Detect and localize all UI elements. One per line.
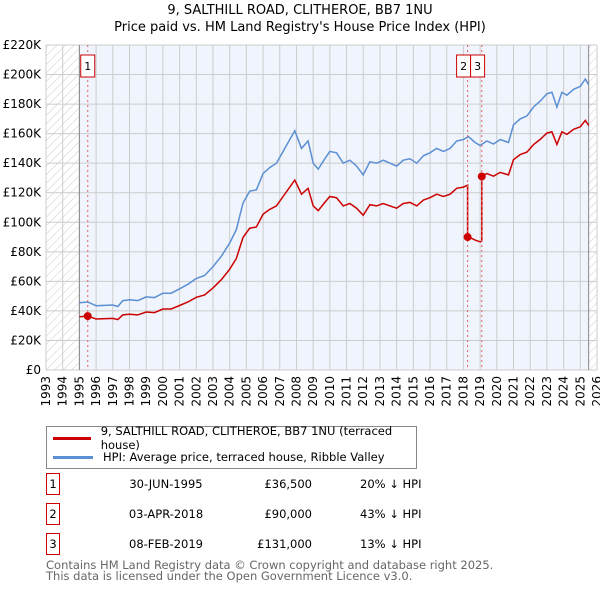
- sale-point: [463, 233, 472, 242]
- x-tick-label: 2004: [223, 376, 237, 407]
- transaction-price: £90,000: [264, 507, 312, 521]
- y-tick-label: £80K: [10, 245, 42, 259]
- x-tick-label: 2024: [557, 376, 571, 407]
- sale-label: 2: [460, 60, 467, 73]
- x-tick-label: 2012: [356, 376, 370, 407]
- y-tick-label: £20K: [10, 333, 42, 347]
- legend-item-hpi: HPI: Average price, terraced house, Ribb…: [53, 449, 385, 465]
- transaction-date: 30-JUN-1995: [129, 477, 203, 491]
- transaction-number: 1: [46, 473, 60, 495]
- x-tick-label: 2017: [440, 376, 454, 407]
- x-tick-label: 2011: [340, 376, 354, 407]
- transaction-number: 3: [46, 533, 60, 555]
- y-tick-label: £160K: [3, 127, 43, 141]
- x-tick-label: 2000: [156, 376, 170, 407]
- y-tick-label: £220K: [3, 38, 43, 52]
- legend-label: HPI: Average price, terraced house, Ribb…: [103, 450, 385, 464]
- transaction-row: 1 30-JUN-1995 £36,500 20% ↓ HPI: [46, 473, 446, 495]
- x-tick-label: 2010: [323, 376, 337, 407]
- transaction-hpi-diff: 43% ↓ HPI: [360, 507, 422, 521]
- legend: 9, SALTHILL ROAD, CLITHEROE, BB7 1NU (te…: [46, 424, 417, 469]
- x-tick-label: 2002: [189, 376, 203, 407]
- y-tick-label: £100K: [3, 215, 43, 229]
- sale-label-box: [470, 54, 486, 78]
- x-tick-label: 1999: [139, 376, 153, 407]
- sale-point: [83, 312, 92, 321]
- transaction-row: 3 08-FEB-2019 £131,000 13% ↓ HPI: [46, 533, 446, 555]
- x-tick-label: 2025: [573, 376, 587, 407]
- x-tick-label: 1995: [72, 376, 86, 407]
- price-chart: 1993 1994 1995 1996 1997 1998 1999 2000 2001 2002…: [3, 38, 600, 407]
- x-tick-label: 2020: [490, 376, 504, 407]
- x-tick-label: 2016: [423, 376, 437, 407]
- x-tick-label: 2013: [373, 376, 387, 407]
- x-tick-label: 1997: [106, 376, 120, 407]
- chart-title: 9, SALTHILL ROAD, CLITHEROE, BB7 1NU: [167, 3, 433, 18]
- y-tick-label: £60K: [10, 274, 42, 288]
- y-tick-label: £180K: [3, 97, 43, 111]
- transaction-hpi-diff: 13% ↓ HPI: [360, 537, 422, 551]
- x-tick-label: 2022: [523, 376, 537, 407]
- x-tick-label: 2014: [390, 376, 404, 407]
- price-paid-line: [79, 119, 590, 321]
- transaction-price: £131,000: [257, 537, 312, 551]
- x-tick-label: 1998: [122, 376, 136, 407]
- x-tick-label: 2003: [206, 376, 220, 407]
- x-tick-label: 2008: [289, 376, 303, 407]
- legend-swatch-red: [53, 436, 91, 440]
- x-tick-label: 2001: [173, 376, 187, 407]
- y-tick-label: £120K: [3, 186, 43, 200]
- y-tick-label: £140K: [3, 156, 43, 170]
- y-tick-label: £40K: [10, 304, 42, 318]
- transaction-date: 08-FEB-2019: [129, 537, 203, 551]
- x-tick-label: 2006: [256, 376, 270, 407]
- sale-label-box: [80, 54, 96, 78]
- legend-item-property: 9, SALTHILL ROAD, CLITHEROE, BB7 1NU (te…: [53, 424, 416, 452]
- x-tick-label: 2023: [540, 376, 554, 407]
- x-tick-label: 2019: [473, 376, 487, 407]
- hpi-line: [79, 77, 590, 308]
- plot-background: [79, 45, 589, 370]
- x-tick-label: 1996: [89, 376, 103, 407]
- y-tick-label: £0: [26, 363, 41, 377]
- x-tick-label: 2009: [306, 376, 320, 407]
- transaction-number: 2: [46, 503, 60, 525]
- transaction-hpi-diff: 20% ↓ HPI: [360, 477, 422, 491]
- chart-subtitle: Price paid vs. HM Land Registry's House …: [114, 20, 486, 35]
- footer-copyright: Contains HM Land Registry data © Crown c…: [46, 558, 494, 572]
- legend-swatch-blue: [53, 455, 93, 459]
- x-tick-label: 2018: [456, 376, 470, 407]
- y-tick-label: £200K: [3, 68, 43, 82]
- sale-label: 1: [84, 60, 91, 73]
- transaction-row: 2 03-APR-2018 £90,000 43% ↓ HPI: [46, 503, 446, 525]
- legend-label: 9, SALTHILL ROAD, CLITHEROE, BB7 1NU (te…: [100, 424, 393, 452]
- x-tick-label: 1993: [39, 376, 53, 407]
- sale-point: [477, 172, 486, 181]
- sale-label: 3: [474, 60, 481, 73]
- x-tick-label: 2007: [273, 376, 287, 407]
- x-tick-label: 2021: [507, 376, 521, 407]
- transaction-price: £36,500: [264, 477, 312, 491]
- transaction-date: 03-APR-2018: [128, 507, 204, 521]
- x-tick-label: 2015: [406, 376, 420, 407]
- x-tick-label: 1994: [56, 376, 70, 407]
- footer-licence: This data is licensed under the Open Gov…: [46, 569, 413, 583]
- x-tick-label: 2005: [239, 376, 253, 407]
- x-tick-label: 2026: [590, 376, 600, 407]
